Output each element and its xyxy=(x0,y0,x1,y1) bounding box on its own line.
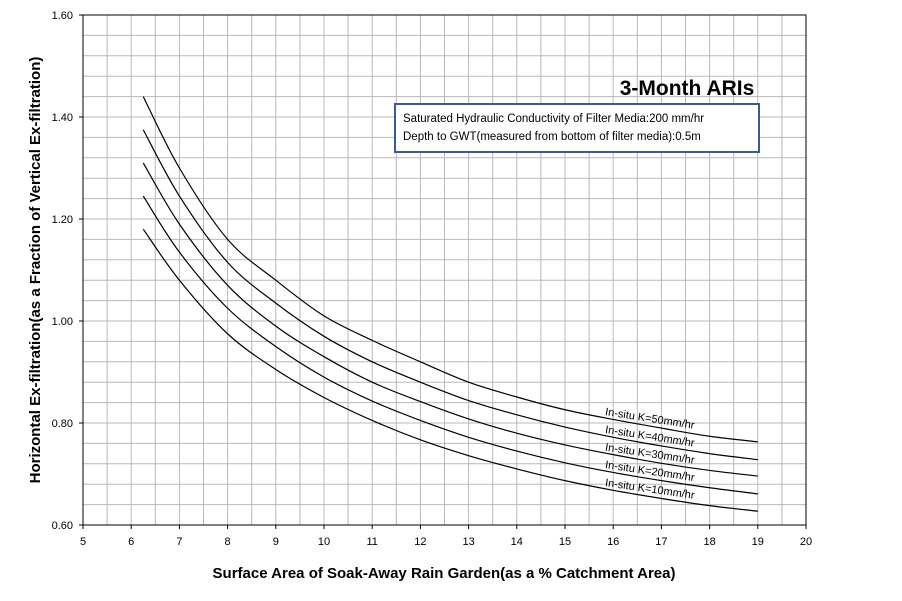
x-tick-label: 20 xyxy=(800,536,812,548)
chart-title: 3-Month ARIs xyxy=(620,77,755,100)
annotation-line-2: Depth to GWT(measured from bottom of fil… xyxy=(403,131,701,143)
x-tick-label: 11 xyxy=(366,536,377,548)
series-line xyxy=(142,162,758,477)
series-lines xyxy=(142,96,758,512)
y-tick-label: 1.60 xyxy=(52,10,73,22)
y-tick-label: 1.20 xyxy=(52,214,73,226)
x-tick-label: 16 xyxy=(607,536,619,548)
axis-ticks: 5 6 7 8 9 10 11 12 13 14 15 16 17 18 19 20 0.60 0.80 1.00 1… xyxy=(52,10,813,548)
series-line xyxy=(142,129,758,461)
x-tick-label: 14 xyxy=(511,536,523,548)
x-tick-label: 5 xyxy=(80,536,86,548)
x-tick-label: 8 xyxy=(225,536,231,548)
x-tick-label: 9 xyxy=(273,536,279,548)
series-line xyxy=(142,228,758,512)
x-axis-title: Surface Area of Soak-Away Rain Garden(as… xyxy=(213,565,676,582)
series-line xyxy=(142,195,758,495)
x-tick-label: 17 xyxy=(655,536,667,548)
x-tick-label: 10 xyxy=(318,536,330,548)
y-axis-title: Horizontal Ex-filtration(as a Fraction o… xyxy=(27,57,44,484)
x-tick-label: 6 xyxy=(128,536,134,548)
series-line xyxy=(142,96,758,443)
y-tick-label: 0.60 xyxy=(52,520,73,532)
y-tick-label: 0.80 xyxy=(52,418,73,430)
x-tick-label: 12 xyxy=(414,536,426,548)
annotation-box-frame xyxy=(394,103,760,153)
x-tick-label: 13 xyxy=(462,536,474,548)
x-tick-label: 15 xyxy=(559,536,571,548)
annotation-box: Saturated Hydraulic Conductivity of Filt… xyxy=(394,103,760,153)
y-tick-label: 1.40 xyxy=(52,112,73,124)
plot-area-border xyxy=(82,14,807,526)
x-tick-label: 19 xyxy=(752,536,764,548)
x-tick-label: 7 xyxy=(176,536,182,548)
x-tick-label: 18 xyxy=(703,536,715,548)
y-tick-label: 1.00 xyxy=(52,316,73,328)
annotation-line-1: Saturated Hydraulic Conductivity of Filt… xyxy=(403,113,704,125)
